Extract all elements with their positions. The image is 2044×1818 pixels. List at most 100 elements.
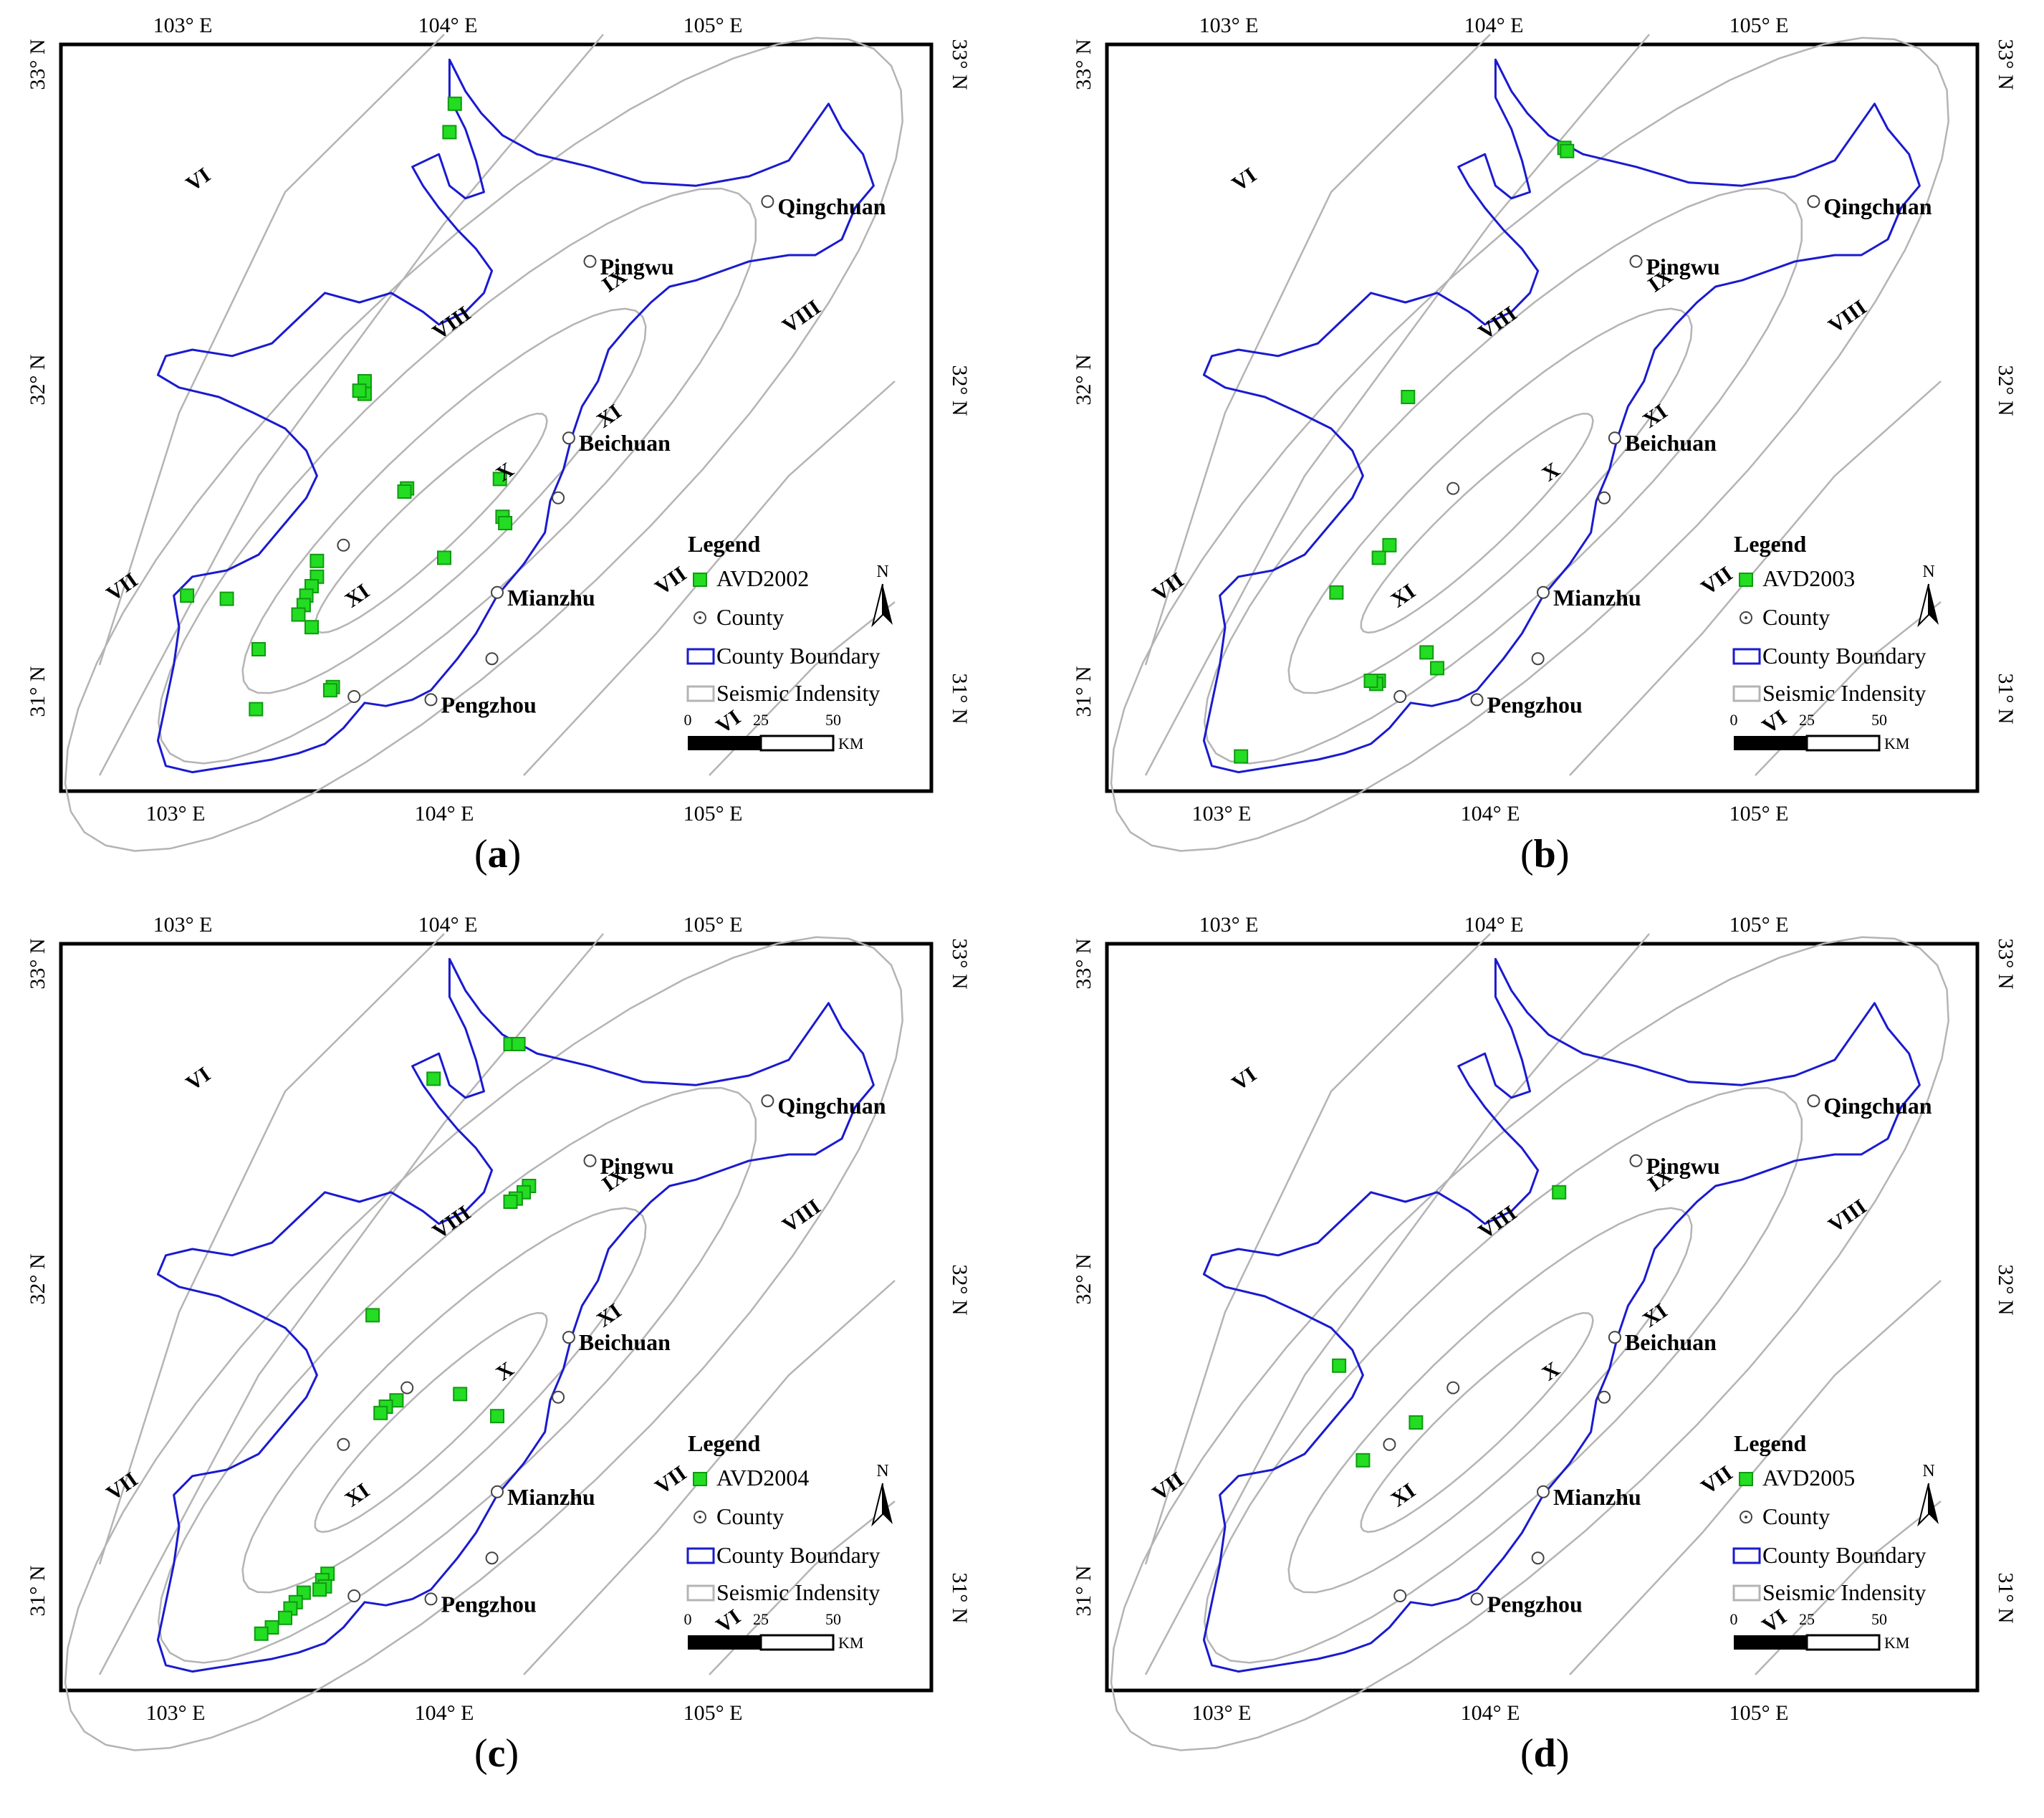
lat-label-left-31: 31° N bbox=[1072, 666, 1095, 717]
intensity-contour bbox=[64, 936, 903, 1751]
avd-point bbox=[490, 1409, 504, 1424]
avd-point bbox=[365, 1308, 380, 1323]
scale-tick-25: 25 bbox=[1799, 711, 1815, 729]
avd-point bbox=[352, 383, 367, 398]
county-label: Pengzhou bbox=[1487, 1591, 1583, 1617]
north-label: N bbox=[876, 563, 888, 581]
county-marker bbox=[491, 585, 504, 599]
intensity-contour bbox=[523, 1280, 896, 1675]
lon-label-top-103: 103° E bbox=[153, 913, 213, 937]
lon-label-top-103: 103° E bbox=[1199, 14, 1259, 37]
county-marker bbox=[1629, 254, 1643, 268]
county-marker bbox=[1537, 585, 1550, 599]
lon-label-top-105: 105° E bbox=[1729, 14, 1789, 37]
scale-tick-0: 0 bbox=[684, 711, 692, 729]
county-label: Pengzhou bbox=[441, 1591, 537, 1617]
lat-label-right-33: 33° N bbox=[1994, 938, 2017, 989]
legend-intensity-label: Seismic Indensity bbox=[1762, 1579, 1926, 1605]
county-boundary-line bbox=[156, 58, 875, 774]
legend-intensity-label: Seismic Indensity bbox=[1762, 680, 1926, 706]
legend-point-swatch bbox=[1739, 1472, 1753, 1486]
county-boundary-line bbox=[156, 957, 875, 1673]
scale-unit: KM bbox=[1884, 1634, 1909, 1652]
legend-boundary-label: County Boundary bbox=[716, 1542, 880, 1568]
county-marker bbox=[485, 652, 499, 666]
intensity-contour bbox=[64, 37, 903, 852]
lat-label-left-32: 32° N bbox=[26, 1253, 49, 1304]
avd-point bbox=[498, 516, 513, 530]
county-marker bbox=[562, 431, 575, 445]
avd-point bbox=[1382, 537, 1397, 552]
lat-label-left-31: 31° N bbox=[1072, 1565, 1095, 1616]
scale-tick-0: 0 bbox=[1730, 1610, 1738, 1628]
lon-label-bottom-105: 105° E bbox=[683, 802, 743, 826]
legend-points-label: AVD2002 bbox=[716, 565, 809, 591]
avd-point bbox=[373, 1405, 388, 1420]
avd-point bbox=[310, 553, 325, 568]
intensity-contours bbox=[64, 34, 903, 852]
county-marker bbox=[485, 1551, 499, 1565]
legend-county-swatch bbox=[1740, 611, 1752, 624]
legend-county-swatch bbox=[694, 1511, 706, 1523]
county-markers: Qingchuan Pingwu Beichuan Mianzhu Pengzhou bbox=[1383, 193, 1932, 717]
lat-label-right-31: 31° N bbox=[1994, 1572, 2017, 1623]
scale-tick-50: 50 bbox=[1871, 711, 1887, 729]
county-marker bbox=[552, 491, 565, 504]
county-marker bbox=[1629, 1154, 1643, 1167]
county-label: Mianzhu bbox=[507, 585, 595, 611]
county-marker bbox=[552, 1390, 565, 1404]
intensity-contour bbox=[1569, 1280, 1942, 1675]
county-marker bbox=[562, 1331, 575, 1344]
legend-point-swatch bbox=[693, 1472, 707, 1486]
county-marker bbox=[491, 1485, 504, 1498]
lat-label-right-31: 31° N bbox=[948, 1572, 971, 1623]
lat-label-left-33: 33° N bbox=[26, 39, 49, 90]
scale-tick-25: 25 bbox=[753, 711, 769, 729]
lat-label-right-33: 33° N bbox=[948, 39, 971, 90]
panel-caption-letter: c bbox=[487, 1731, 506, 1776]
county-marker bbox=[1470, 1592, 1484, 1606]
lat-label-left-31: 31° N bbox=[26, 1565, 49, 1616]
county-boundary-line bbox=[1202, 58, 1921, 774]
legend-boundary-label: County Boundary bbox=[716, 643, 880, 669]
north-label: N bbox=[1922, 563, 1934, 581]
panel-caption: (c) bbox=[474, 1731, 519, 1776]
legend-county-swatch bbox=[1740, 1511, 1752, 1523]
county-marker bbox=[1446, 1381, 1460, 1394]
lon-label-top-103: 103° E bbox=[153, 14, 213, 37]
legend-intensity-swatch bbox=[686, 685, 715, 702]
avd-point bbox=[447, 96, 462, 111]
county-marker bbox=[347, 690, 361, 703]
avd-point bbox=[1332, 1358, 1347, 1373]
county-label: Beichuan bbox=[1625, 430, 1717, 456]
lon-label-top-104: 104° E bbox=[418, 913, 478, 937]
avd-points bbox=[254, 1037, 537, 1641]
lat-label-left-33: 33° N bbox=[1072, 39, 1095, 90]
county-marker bbox=[1446, 482, 1460, 495]
legend-boundary-swatch bbox=[686, 1547, 715, 1564]
lat-label-left-31: 31° N bbox=[26, 666, 49, 717]
county-markers: Qingchuan Pingwu Beichuan Mianzhu Pengzhou bbox=[337, 193, 886, 717]
county-marker bbox=[1598, 1390, 1611, 1404]
legend-title: Legend bbox=[688, 1430, 761, 1456]
county-label: Mianzhu bbox=[1553, 1484, 1641, 1510]
avd-point bbox=[180, 588, 195, 603]
scale-tick-50: 50 bbox=[825, 1610, 841, 1628]
avd-point bbox=[1430, 661, 1444, 676]
scale-tick-50: 50 bbox=[1871, 1610, 1887, 1628]
intensity-contour bbox=[157, 187, 757, 765]
panel-caption-letter: a bbox=[487, 832, 508, 876]
county-label: Mianzhu bbox=[507, 1484, 595, 1510]
lat-label-right-31: 31° N bbox=[1994, 673, 2017, 724]
avd-point bbox=[304, 620, 319, 635]
intensity-contour bbox=[1287, 1207, 1693, 1594]
lon-label-top-103: 103° E bbox=[1199, 913, 1259, 937]
scale-tick-50: 50 bbox=[825, 711, 841, 729]
legend-boundary-label: County Boundary bbox=[1762, 1542, 1926, 1568]
county-label: Pingwu bbox=[600, 1153, 674, 1179]
county-marker bbox=[1807, 1094, 1820, 1108]
panel-caption: (a) bbox=[474, 832, 522, 876]
lat-label-right-33: 33° N bbox=[948, 938, 971, 989]
scale-unit: KM bbox=[838, 735, 863, 752]
county-marker bbox=[583, 1154, 597, 1167]
